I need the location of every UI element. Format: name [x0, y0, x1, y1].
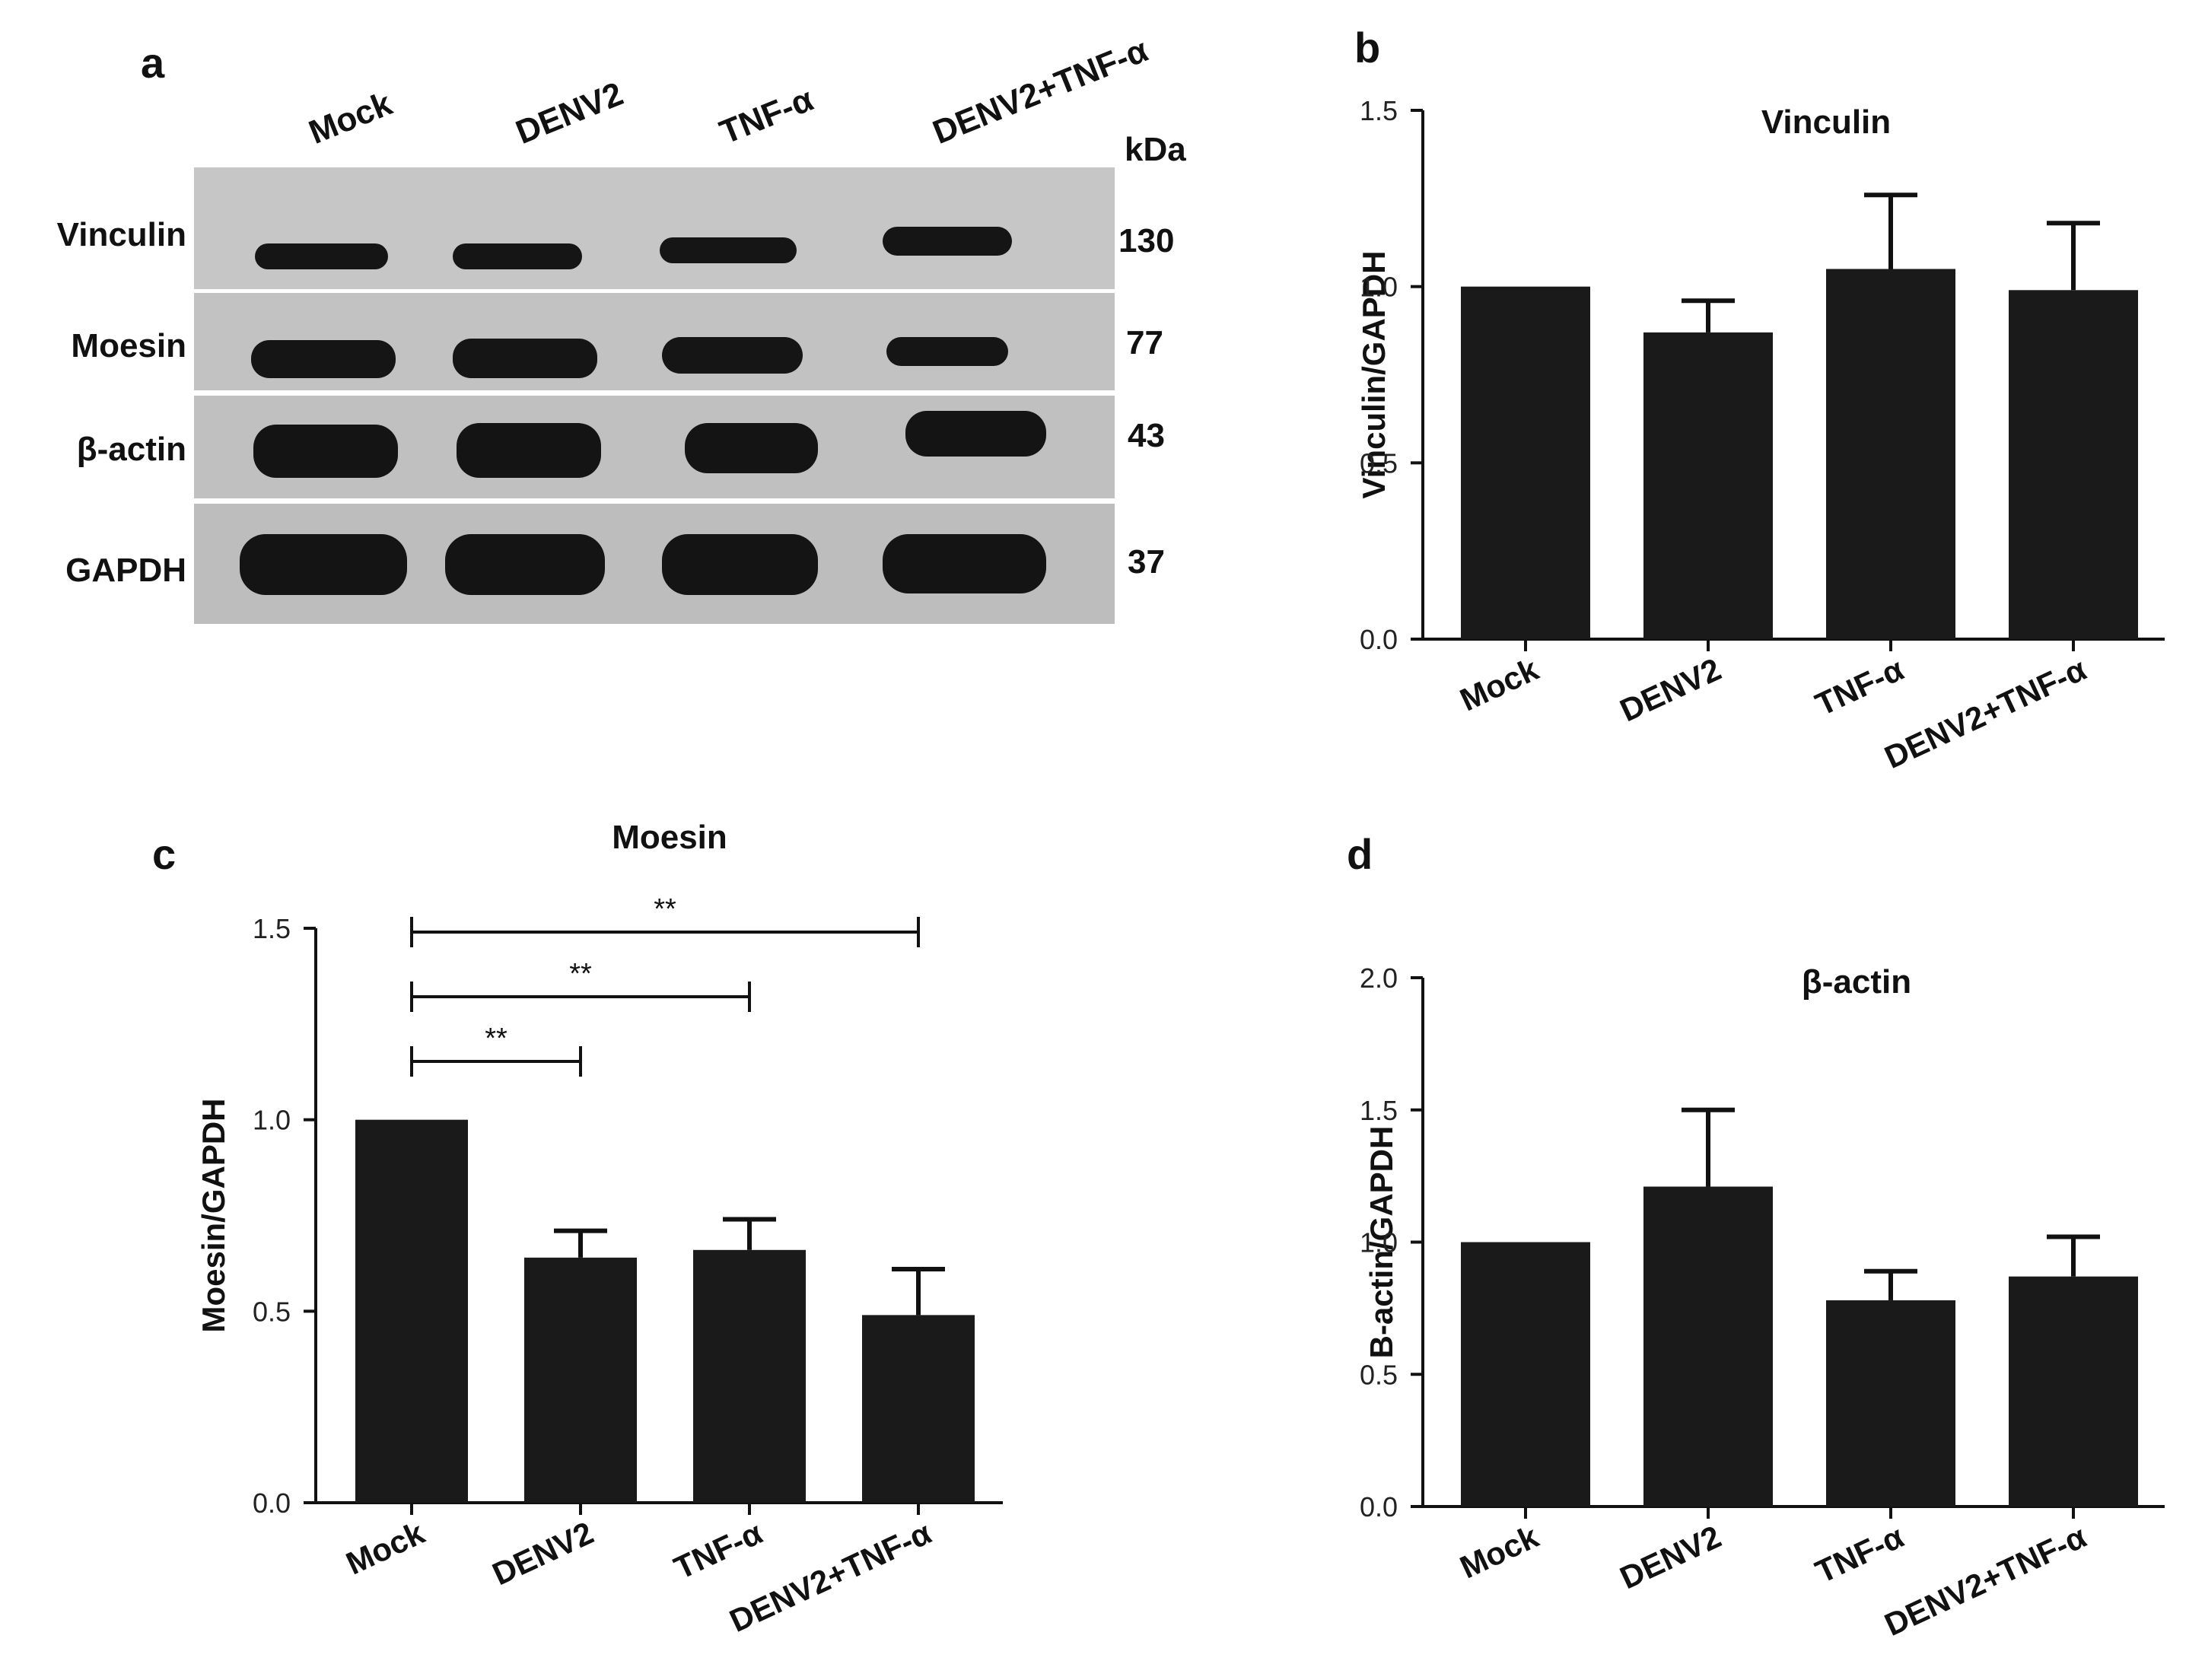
x-tick-label: Mock: [341, 1514, 431, 1581]
y-axis-label: B-actin/GAPDH: [1363, 1126, 1399, 1359]
bar: [355, 1119, 468, 1503]
band: [883, 227, 1012, 256]
blot-row-label-moesin: Moesin: [71, 327, 186, 364]
kda-value-gapdh: 37: [1128, 543, 1165, 581]
x-tick-label: TNF-α: [1810, 651, 1909, 722]
x-tick-label: DENV2: [1615, 651, 1726, 729]
x-tick-label: TNF-α: [1810, 1518, 1909, 1589]
band: [662, 534, 818, 595]
panel-letter-a: a: [141, 39, 165, 87]
blot-row-label-vinculin: Vinculin: [56, 216, 186, 253]
y-tick-label: 0.5: [1360, 447, 1398, 479]
blot-strip-beta-actin: [194, 396, 1115, 498]
bar: [1826, 1300, 1955, 1507]
x-tick-label: DENV2+TNF-α: [1879, 651, 2092, 775]
band: [905, 411, 1046, 457]
band: [253, 425, 398, 478]
y-tick-label: 0.0: [1360, 624, 1398, 655]
x-tick-label: Mock: [1455, 651, 1545, 718]
bar: [1643, 332, 1773, 639]
panel-letter-b: b: [1354, 24, 1381, 72]
y-tick-label: 0.0: [253, 1488, 291, 1519]
y-tick-label: 2.0: [1360, 963, 1398, 994]
band: [662, 337, 803, 374]
blot-strip-vinculin: [194, 167, 1115, 289]
chart-vinculin: Vinculin Vinculin/GAPDH 0.0 0.5 1.0 1.5 Mock DE…: [1356, 95, 2165, 775]
band: [453, 339, 597, 378]
bar: [1643, 1186, 1773, 1507]
bar: [524, 1257, 637, 1503]
x-tick-label: Mock: [1455, 1518, 1545, 1585]
y-tick-label: 1.5: [1360, 95, 1398, 126]
x-tick-label: DENV2: [487, 1515, 599, 1592]
y-tick-label: 1.0: [1360, 1227, 1398, 1258]
bar: [693, 1249, 806, 1503]
bar: [2009, 290, 2138, 639]
y-tick-label: 1.5: [1360, 1095, 1398, 1126]
kda-value-moesin: 77: [1126, 324, 1163, 361]
bar: [1826, 269, 1955, 639]
band: [445, 534, 605, 595]
band: [457, 423, 601, 478]
significance-label: **: [654, 893, 676, 925]
panel-letter-c: c: [152, 830, 177, 878]
bar: [2009, 1276, 2138, 1507]
chart-title: Moesin: [612, 819, 727, 856]
y-axis-label: Moesin/GAPDH: [196, 1098, 231, 1332]
y-tick-label: 0.5: [1360, 1359, 1398, 1390]
y-tick-label: 0.5: [253, 1296, 291, 1327]
band: [660, 237, 797, 263]
blot-row-label-gapdh: GAPDH: [65, 552, 186, 589]
bar: [1461, 286, 1590, 639]
y-tick-label: 1.5: [253, 913, 291, 944]
bar: [1461, 1242, 1590, 1507]
band: [240, 534, 407, 595]
significance-label: **: [485, 1023, 508, 1055]
chart-title: Vinculin: [1761, 103, 1891, 141]
significance-label: **: [569, 958, 592, 990]
chart-beta-actin: β-actin B-actin/GAPDH 0.0 0.5 1.0 1.5 2.0 Mock D…: [1360, 963, 2165, 1643]
kda-header: kDa: [1125, 131, 1186, 168]
y-tick-label: 1.0: [1360, 272, 1398, 303]
band: [453, 243, 582, 269]
band: [886, 337, 1008, 366]
x-tick-label: DENV2: [1615, 1519, 1726, 1596]
x-tick-label: DENV2+TNF-α: [1879, 1518, 2092, 1643]
chart-moesin: Moesin Moesin/GAPDH 0.0 0.5 1.0 1.5 Mock DENV2 T…: [196, 819, 1003, 1639]
kda-value-beta-actin: 43: [1128, 417, 1165, 454]
chart-title: β-actin: [1802, 963, 1911, 1001]
blot-strip-gapdh: [194, 504, 1115, 624]
band: [251, 340, 396, 378]
band: [255, 243, 388, 269]
y-tick-label: 1.0: [253, 1105, 291, 1136]
blot-strip-moesin: [194, 293, 1115, 390]
band: [883, 534, 1046, 593]
x-tick-label: TNF-α: [669, 1514, 768, 1586]
kda-value-vinculin: 130: [1118, 222, 1175, 259]
panel-letter-d: d: [1347, 830, 1373, 878]
band: [685, 423, 818, 473]
y-axis-label: Vinculin/GAPDH: [1356, 251, 1392, 499]
bar: [862, 1315, 975, 1503]
y-tick-label: 0.0: [1360, 1491, 1398, 1522]
blot-row-label-beta-actin: β-actin: [76, 431, 186, 468]
